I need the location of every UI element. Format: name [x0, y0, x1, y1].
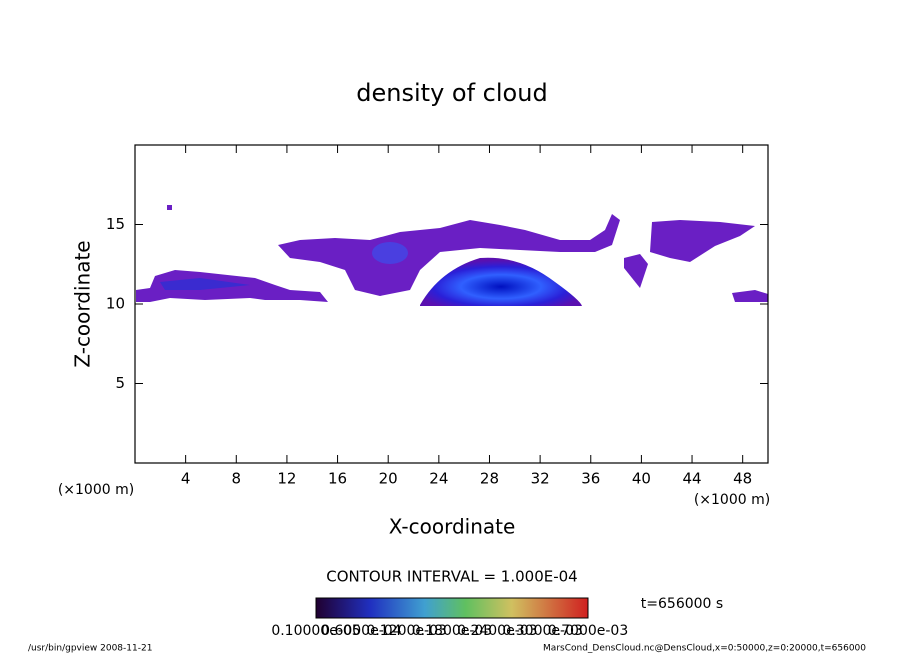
footer-left: /usr/bin/gpview 2008-11-21	[28, 644, 152, 654]
cloud-patch	[650, 220, 755, 262]
time-label: t=656000 s	[641, 596, 723, 612]
colorbar-label: 0.6000e-04	[321, 623, 402, 639]
y-tick-label: 15	[106, 215, 125, 233]
x-tick-label: 8	[232, 470, 242, 488]
x-tick-label: 20	[379, 470, 398, 488]
cloud-patch	[160, 278, 250, 290]
x-tick-label: 4	[181, 470, 191, 488]
x-tick-label: 48	[733, 470, 752, 488]
colorbar-label: 0.10000e-05	[271, 623, 360, 639]
cloud-patch	[167, 205, 172, 210]
x-axis-label: X-coordinate	[389, 515, 516, 539]
x-tick-label: 44	[682, 470, 701, 488]
cloud-field	[136, 205, 768, 306]
x-tick-label: 16	[328, 470, 347, 488]
colorbar	[315, 597, 589, 619]
colorbar-label: 0.1800e-03	[412, 623, 492, 639]
cloud-patch	[732, 290, 768, 302]
cloud-patch	[420, 257, 582, 306]
footer-right: MarsCond_DensCloud.nc@DensCloud,x=0:5000…	[543, 644, 866, 654]
contour-interval: CONTOUR INTERVAL = 1.000E-04	[326, 568, 577, 586]
chart-title: density of cloud	[356, 79, 547, 107]
colorbar-label: 0.7000e-03	[548, 623, 628, 639]
y-tick-label: 10	[106, 295, 125, 313]
colorbar-label: 0.1200e-03	[366, 623, 446, 639]
cloud-patch	[624, 254, 648, 288]
x-unit-right: (×1000 m)	[694, 492, 770, 508]
x-tick-label: 32	[531, 470, 550, 488]
x-tick-label: 28	[480, 470, 499, 488]
x-tick-label: 36	[581, 470, 600, 488]
colorbar-label: 0.2400e-03	[457, 623, 537, 639]
y-tick-label: 5	[115, 374, 125, 392]
x-tick-label: 24	[429, 470, 448, 488]
cloud-patch	[372, 242, 408, 264]
y-axis-label: Z-coordinate	[71, 240, 95, 367]
x-tick-label: 12	[277, 470, 296, 488]
cloud-patch	[278, 214, 620, 296]
x-tick-label: 40	[632, 470, 651, 488]
colorbar-label: 0.3000e-03	[502, 623, 582, 639]
x-unit-left: (×1000 m)	[58, 482, 134, 498]
